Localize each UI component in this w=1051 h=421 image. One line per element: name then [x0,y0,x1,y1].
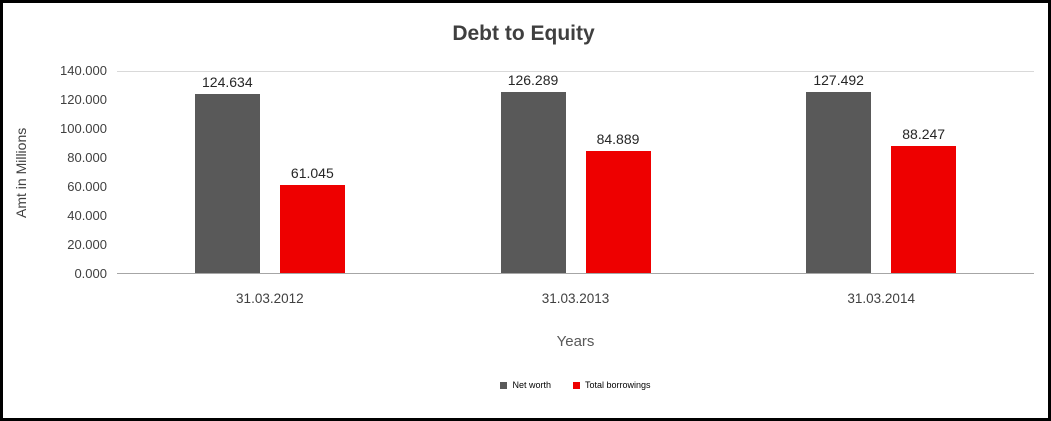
y-tick-label: 40.000 [67,208,107,223]
x-axis-title: Years [556,333,595,350]
x-category-label: 31.03.2013 [541,291,610,306]
y-tick-label: 80.000 [67,150,107,165]
bar-net-worth[interactable] [500,92,566,273]
bar-group: 124.634 61.045 [117,72,423,273]
y-tick-label: 120.000 [60,91,107,107]
legend-item[interactable]: Total borrowings [572,380,651,390]
plot-wrap: 124.634 61.045 126.289 84.889 127.492 88.247 … [117,71,1034,306]
data-label: 124.634 [202,74,253,91]
data-label: 126.289 [507,72,559,88]
bar-unit: 84.889 [585,72,651,273]
bar-total-borrowings[interactable] [585,151,651,273]
data-label: 127.492 [813,72,864,88]
bar-chart: Debt to Equity Amt in Millions 140.000 12… [3,3,1048,418]
legend-label: Total borrowings [584,380,651,390]
plot-area: 124.634 61.045 126.289 84.889 127.492 88.247 [117,71,1034,274]
legend-swatch-icon [500,381,508,389]
bar-unit: 124.634 [194,72,260,273]
y-tick-label: 0.000 [74,266,107,281]
y-tick-label: 20.000 [67,237,107,252]
chart-body: Amt in Millions 140.000 120.000 100.000 80.… [13,63,1034,306]
bar-net-worth[interactable] [806,92,872,273]
x-category-label: 31.03.2012 [236,291,304,306]
bar-total-borrowings[interactable] [891,146,957,273]
bar-group: 127.492 88.247 [728,72,1034,273]
chart-title: Debt to Equity [452,22,595,45]
y-tick-label: 60.000 [67,178,107,194]
bar-net-worth[interactable] [194,94,260,273]
data-label: 84.889 [596,131,640,148]
bar-unit: 61.045 [279,72,345,273]
bar-unit: 126.289 [500,72,566,273]
legend-label: Net worth [512,380,551,390]
bar-unit: 127.492 [806,72,872,273]
y-tick-label: 100.000 [60,120,107,136]
bar-unit: 88.247 [891,72,957,273]
legend-item[interactable]: Net worth [500,380,551,390]
bar-total-borrowings[interactable] [279,185,345,273]
data-label: 88.247 [902,126,946,143]
bar-group: 126.289 84.889 [423,72,729,273]
legend: Net worth Total borrowings [13,380,1034,390]
y-axis-ticks: 140.000 120.000 100.000 80.000 60.000 40.000 2… [43,63,117,281]
data-label: 61.045 [290,165,334,182]
y-axis-title: Amt in Millions [13,127,29,218]
legend-swatch-icon [572,381,580,389]
x-axis-categories: 31.03.2012 31.03.2013 31.03.2014 [117,274,1034,306]
x-category-label: 31.03.2014 [847,291,915,306]
y-tick-label: 140.000 [60,63,107,78]
